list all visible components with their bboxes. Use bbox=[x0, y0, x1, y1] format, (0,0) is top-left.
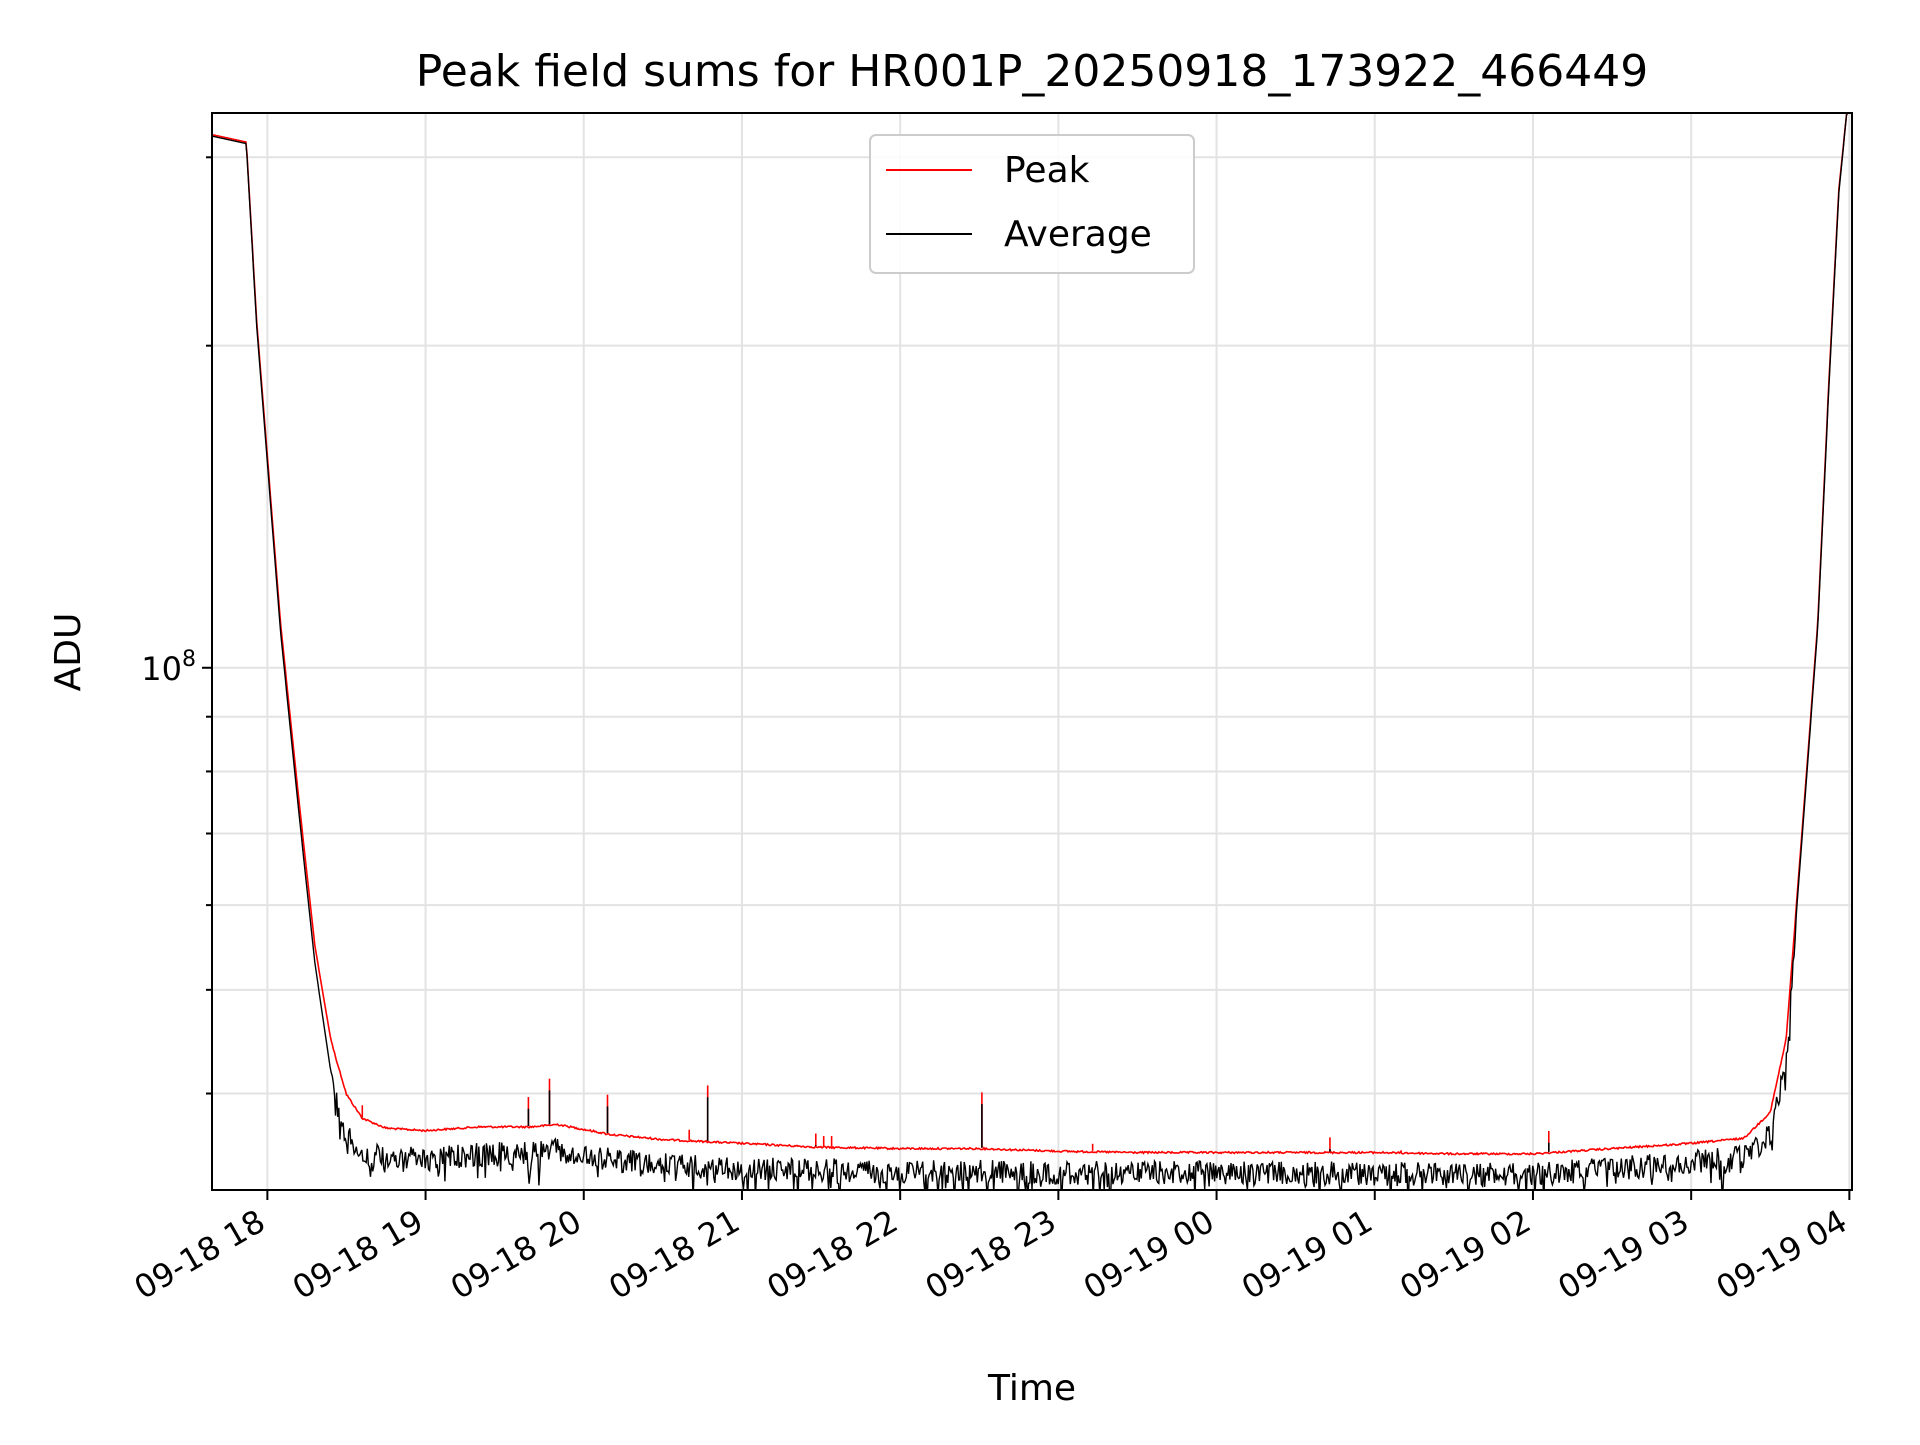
x-axis-label: Time bbox=[987, 1368, 1076, 1409]
legend-label-average: Average bbox=[1004, 214, 1152, 255]
grid-lines bbox=[212, 113, 1852, 1190]
chart-title: Peak field sums for HR001P_20250918_1739… bbox=[416, 46, 1649, 97]
y-axis-label: ADU bbox=[48, 613, 89, 692]
y-tick-label: 108 bbox=[141, 647, 196, 688]
series-line-peak bbox=[212, 113, 1852, 1156]
plot-frame bbox=[211, 112, 1853, 1191]
y-tick-label-base: 10 bbox=[141, 650, 182, 688]
y-tick-label-exponent: 8 bbox=[182, 647, 196, 672]
legend: Peak Average bbox=[869, 134, 1195, 274]
legend-label-peak: Peak bbox=[1004, 150, 1090, 191]
